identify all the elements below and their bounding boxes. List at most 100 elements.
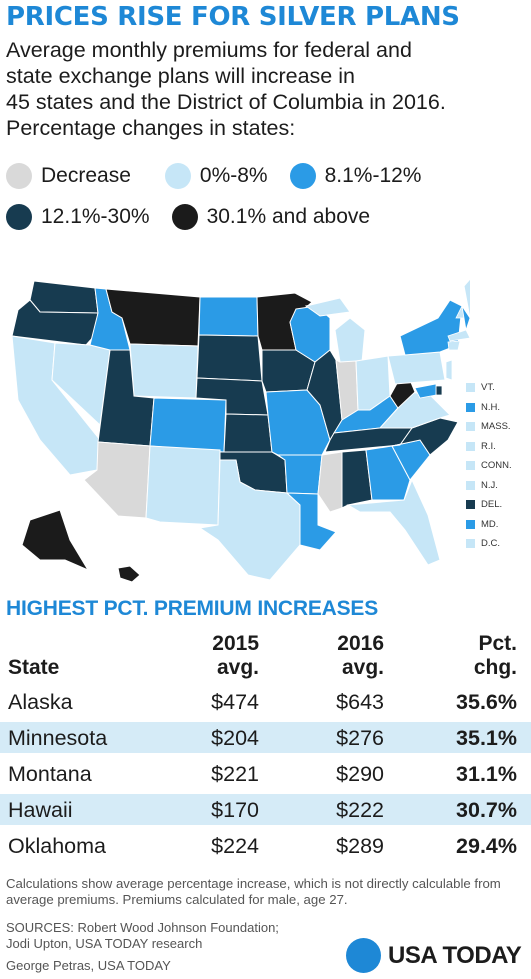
legend-item-12-30: 12.1%-30% xyxy=(6,204,150,230)
column-header-2016: 2016 avg. xyxy=(337,632,384,680)
table-row: Oklahoma $224 $289 29.4% xyxy=(0,830,531,861)
header-line: avg. xyxy=(341,656,384,679)
column-header-state: State xyxy=(8,656,60,679)
small-state-key-item: DEL. xyxy=(466,495,531,515)
state-ks xyxy=(223,413,273,453)
calculation-note: Calculations show average percentage inc… xyxy=(6,876,501,907)
cell-2016: $276 xyxy=(336,726,384,750)
small-state-label: R.I. xyxy=(481,440,496,452)
cell-2016: $290 xyxy=(336,762,384,786)
legend-label: 8.1%-12% xyxy=(324,164,422,187)
chart-subtitle: Average monthly premiums for federal and… xyxy=(6,37,531,141)
small-state-swatch xyxy=(466,402,475,412)
small-state-swatch xyxy=(466,539,475,549)
small-state-key-item: N.J. xyxy=(466,476,531,496)
state-ma xyxy=(447,329,470,342)
subtitle-line: Percentage changes in states: xyxy=(6,116,296,140)
cell-2015: $474 xyxy=(211,690,259,714)
graphic-credit: George Petras, USA TODAY xyxy=(6,958,171,973)
small-state-swatch xyxy=(466,519,475,529)
state-mi xyxy=(304,297,366,363)
column-header-2015: 2015 avg. xyxy=(212,632,259,680)
legend-item-0-8: 0%-8% xyxy=(164,163,268,189)
table-title: HIGHEST PCT. PREMIUM INCREASES xyxy=(6,597,379,620)
small-state-key-item: N.H. xyxy=(466,398,531,418)
state-fl xyxy=(346,478,441,566)
column-header-pct: Pct. chg. xyxy=(474,632,517,680)
small-state-label: MASS. xyxy=(481,421,511,433)
table-row: Montana $221 $290 31.1% xyxy=(0,758,531,789)
legend-label: 0%-8% xyxy=(199,164,268,187)
state-nj xyxy=(445,359,453,381)
state-hi xyxy=(117,565,141,583)
small-state-swatch xyxy=(466,383,475,393)
logo-dot-icon xyxy=(346,938,381,973)
small-state-label: D.C. xyxy=(481,538,500,550)
small-state-key-item: CONN. xyxy=(466,456,531,476)
cell-state: Montana xyxy=(8,762,92,786)
small-state-label: N.H. xyxy=(481,401,500,413)
usa-today-logo: USA TODAY xyxy=(346,938,522,973)
small-state-label: CONN. xyxy=(481,460,512,472)
header-line: Pct. xyxy=(478,632,517,655)
state-wy xyxy=(129,343,199,399)
state-ms xyxy=(317,451,343,513)
legend-item-8-12: 8.1%-12% xyxy=(289,163,422,189)
cell-state: Oklahoma xyxy=(8,834,106,858)
table-row: Minnesota $204 $276 35.1% xyxy=(0,722,531,753)
us-choropleth-map xyxy=(11,278,470,583)
state-la xyxy=(285,492,337,551)
state-de xyxy=(435,385,443,396)
small-state-label: DEL. xyxy=(481,499,503,511)
table-row: Hawaii $170 $222 30.7% xyxy=(0,794,531,825)
cell-pct: 30.7% xyxy=(456,798,517,822)
legend-item-decrease: Decrease xyxy=(6,163,131,189)
state-ct xyxy=(447,340,461,351)
legend-swatch xyxy=(6,204,32,230)
header-line: chg. xyxy=(473,656,517,679)
cell-pct: 29.4% xyxy=(456,834,517,858)
state-me xyxy=(463,278,470,319)
small-state-key-item: MASS. xyxy=(466,417,531,437)
cell-state: Hawaii xyxy=(8,798,73,822)
cell-2016: $289 xyxy=(336,834,384,858)
subtitle-line: Average monthly premiums for federal and xyxy=(6,38,412,62)
cell-pct: 35.1% xyxy=(456,726,517,750)
cell-2016: $643 xyxy=(336,690,384,714)
small-state-swatch xyxy=(466,441,475,451)
small-state-label: MD. xyxy=(481,518,499,530)
state-nm xyxy=(145,445,221,526)
chart-title: PRICES RISE FOR SILVER PLANS xyxy=(6,2,460,32)
legend-swatch xyxy=(171,204,198,230)
state-sd xyxy=(196,334,263,382)
state-nh xyxy=(461,305,470,331)
state-or xyxy=(11,299,99,346)
sources-line: SOURCES: Robert Wood Johnson Foundation; xyxy=(6,920,279,935)
state-md xyxy=(414,383,437,399)
small-state-swatch xyxy=(466,461,475,471)
cell-2015: $221 xyxy=(211,762,259,786)
legend-swatch xyxy=(6,163,32,189)
legend-item-30-plus: 30.1% and above xyxy=(171,204,371,230)
cell-2015: $204 xyxy=(211,726,259,750)
small-state-swatch xyxy=(466,422,475,432)
cell-2015: $170 xyxy=(211,798,259,822)
small-state-swatch xyxy=(466,480,475,490)
legend-label: Decrease xyxy=(41,164,131,187)
cell-2015: $224 xyxy=(211,834,259,858)
subtitle-line: state exchange plans will increase in xyxy=(6,64,355,88)
state-pa xyxy=(387,351,446,385)
small-state-key-item: MD. xyxy=(466,515,531,535)
cell-2016: $222 xyxy=(336,798,384,822)
cell-pct: 35.6% xyxy=(456,690,517,714)
small-state-key-item: VT. xyxy=(466,378,531,398)
header-line: 2016 xyxy=(337,632,384,655)
state-ny xyxy=(399,299,463,356)
legend-swatch xyxy=(164,163,191,189)
cell-state: Alaska xyxy=(8,690,73,714)
legend-label: 12.1%-30% xyxy=(41,205,150,228)
legend-label: 30.1% and above xyxy=(206,205,371,228)
cell-pct: 31.1% xyxy=(456,762,517,786)
logo-text: USA TODAY xyxy=(388,941,522,969)
legend-swatch xyxy=(289,163,316,189)
